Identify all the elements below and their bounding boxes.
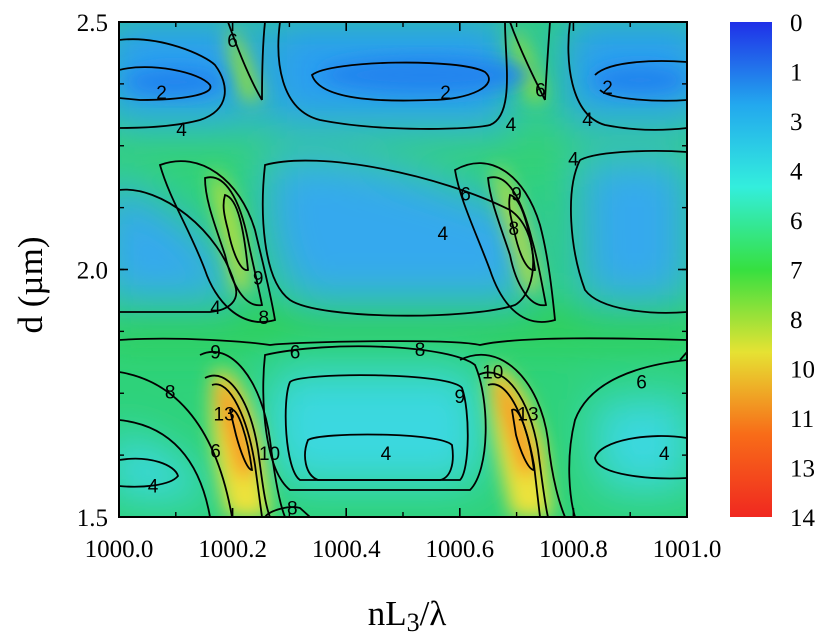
contour-line	[119, 457, 179, 488]
x-tick-label: 1000.0	[85, 536, 154, 563]
contour-label: 4	[659, 444, 670, 465]
contour-label: 4	[148, 476, 159, 497]
contour-label: 4	[582, 110, 593, 131]
contour-label: 8	[165, 382, 176, 403]
contour-line	[477, 371, 549, 517]
contour-line	[679, 351, 687, 361]
contour-line	[568, 359, 687, 517]
y-axis-title: d (µm)	[11, 237, 50, 334]
contour-line	[570, 150, 687, 314]
contour-label: 6	[210, 442, 221, 463]
contour-label: 10	[259, 444, 280, 465]
colorbar-tick-label: 6	[790, 208, 803, 235]
contour-label: 8	[287, 499, 298, 520]
contour-label: 10	[482, 362, 503, 383]
contour-line	[567, 22, 687, 131]
colorbar	[730, 22, 772, 517]
colorbar-tick-label: 1	[790, 60, 803, 87]
x-tick-label: 1000.8	[539, 536, 608, 563]
heatmap-surface	[119, 22, 687, 517]
x-axis-title-subscript: 3	[407, 608, 420, 637]
contour-label: 2	[440, 83, 451, 104]
contour-label: 6	[290, 343, 301, 364]
contour-label: 8	[259, 308, 270, 329]
contour-label: 2	[602, 78, 613, 99]
contour-line	[310, 61, 490, 102]
contour-label: 4	[210, 298, 221, 319]
contour-line	[261, 159, 535, 317]
contour-line	[264, 506, 311, 517]
colorbar-tick-label: 11	[790, 406, 814, 433]
colorbar-tick-label: 8	[790, 307, 803, 334]
contour-label: 9	[253, 268, 264, 289]
contour-label: 9	[511, 184, 522, 205]
y-axis: 1.5 2.0 2.5	[77, 10, 687, 532]
contour-label: 13	[517, 405, 538, 426]
colorbar-tick-label: 7	[790, 258, 803, 285]
contour-label: 8	[415, 340, 426, 361]
contour-line	[594, 435, 687, 480]
contour-line	[508, 193, 536, 271]
contour-line	[119, 419, 211, 517]
x-axis-title-tail: /λ	[420, 594, 447, 633]
contour-line	[262, 345, 487, 491]
contour-line	[511, 408, 536, 471]
contour-label: 6	[460, 184, 471, 205]
x-tick-label: 1001.0	[653, 536, 722, 563]
x-tick-label: 1000.2	[198, 536, 267, 563]
contour-line	[509, 22, 551, 101]
colorbar-tick-label: 3	[790, 109, 803, 136]
contour-label: 6	[636, 372, 647, 393]
contour-line	[222, 193, 249, 271]
contour-line	[594, 60, 687, 102]
y-tick-label: 2.0	[77, 258, 108, 285]
x-axis-title-main: nL	[368, 594, 407, 633]
contour-label: 4	[568, 150, 579, 171]
contour-label: 4	[437, 224, 448, 245]
colorbar-tick-label: 13	[790, 456, 815, 483]
contour-line	[204, 374, 271, 517]
x-axis-title: nL3/λ	[368, 594, 447, 637]
contour-line	[211, 383, 263, 517]
y-tick-label: 2.5	[77, 10, 108, 37]
contour-line	[227, 22, 266, 101]
contour-line	[119, 371, 233, 517]
contour-label: 8	[508, 219, 519, 240]
contour-label: 6	[227, 31, 238, 52]
y-tick-label: 1.5	[77, 505, 108, 532]
contour-line	[158, 160, 277, 323]
contour-line	[119, 38, 226, 129]
contour-line	[459, 353, 566, 517]
contour-line	[277, 22, 508, 130]
contour-line	[204, 176, 264, 306]
contour-label: 6	[535, 80, 546, 101]
contour-line	[454, 162, 556, 323]
contour-line	[119, 337, 687, 346]
x-axis: 1000.0 1000.2 1000.4 1000.6 1000.8 1001.0	[85, 22, 722, 563]
contour-lines	[119, 22, 687, 517]
contour-line	[228, 408, 254, 471]
colorbar-tick-label: 14	[790, 505, 816, 532]
contour-label: 13	[214, 405, 235, 426]
contour-label: 4	[381, 444, 392, 465]
contour-label: 9	[210, 343, 221, 364]
contour-line	[199, 350, 286, 517]
contour-label: 2	[156, 83, 167, 104]
contour-label: 4	[506, 115, 517, 136]
colorbar-tick-label: 0	[790, 10, 803, 37]
contour-label: 9	[455, 387, 466, 408]
colorbar-tick-label: 10	[790, 357, 815, 384]
x-tick-label: 1000.6	[425, 536, 494, 563]
colorbar-tick-label: 4	[790, 159, 803, 186]
contour-line	[304, 433, 454, 481]
contour-label: 4	[176, 120, 187, 141]
contour-line	[284, 374, 469, 481]
contour-line	[119, 66, 212, 101]
x-tick-label: 1000.4	[312, 536, 381, 563]
